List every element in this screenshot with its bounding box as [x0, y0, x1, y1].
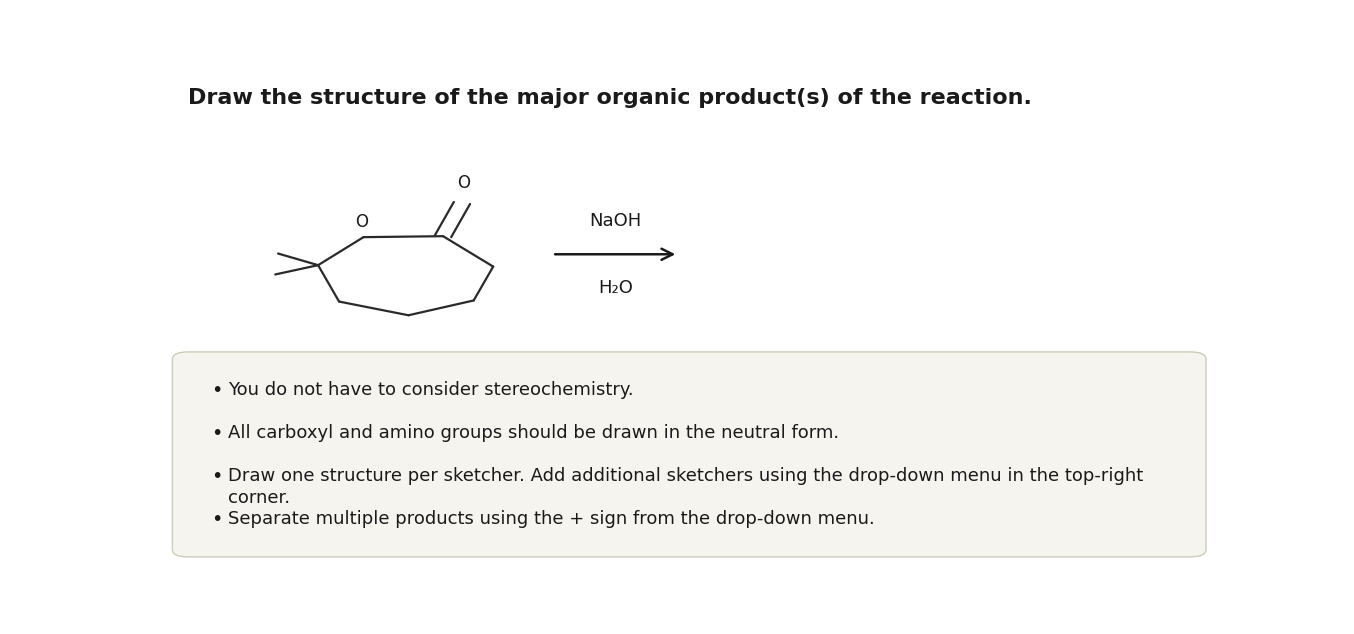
FancyBboxPatch shape	[172, 352, 1206, 557]
Text: Draw one structure per sketcher. Add additional sketchers using the drop-down me: Draw one structure per sketcher. Add add…	[227, 467, 1143, 485]
Text: O: O	[355, 213, 368, 231]
Text: •: •	[211, 510, 222, 529]
Text: •: •	[211, 381, 222, 400]
Text: H₂O: H₂O	[597, 279, 632, 297]
Text: O: O	[458, 174, 471, 192]
Text: Draw the structure of the major organic product(s) of the reaction.: Draw the structure of the major organic …	[188, 88, 1032, 108]
Text: NaOH: NaOH	[589, 212, 642, 230]
Text: You do not have to consider stereochemistry.: You do not have to consider stereochemis…	[227, 381, 634, 399]
Text: All carboxyl and amino groups should be drawn in the neutral form.: All carboxyl and amino groups should be …	[227, 424, 839, 442]
Text: Separate multiple products using the + sign from the drop-down menu.: Separate multiple products using the + s…	[227, 510, 875, 528]
Text: •: •	[211, 467, 222, 486]
Text: corner.: corner.	[227, 489, 290, 507]
Text: •: •	[211, 424, 222, 443]
